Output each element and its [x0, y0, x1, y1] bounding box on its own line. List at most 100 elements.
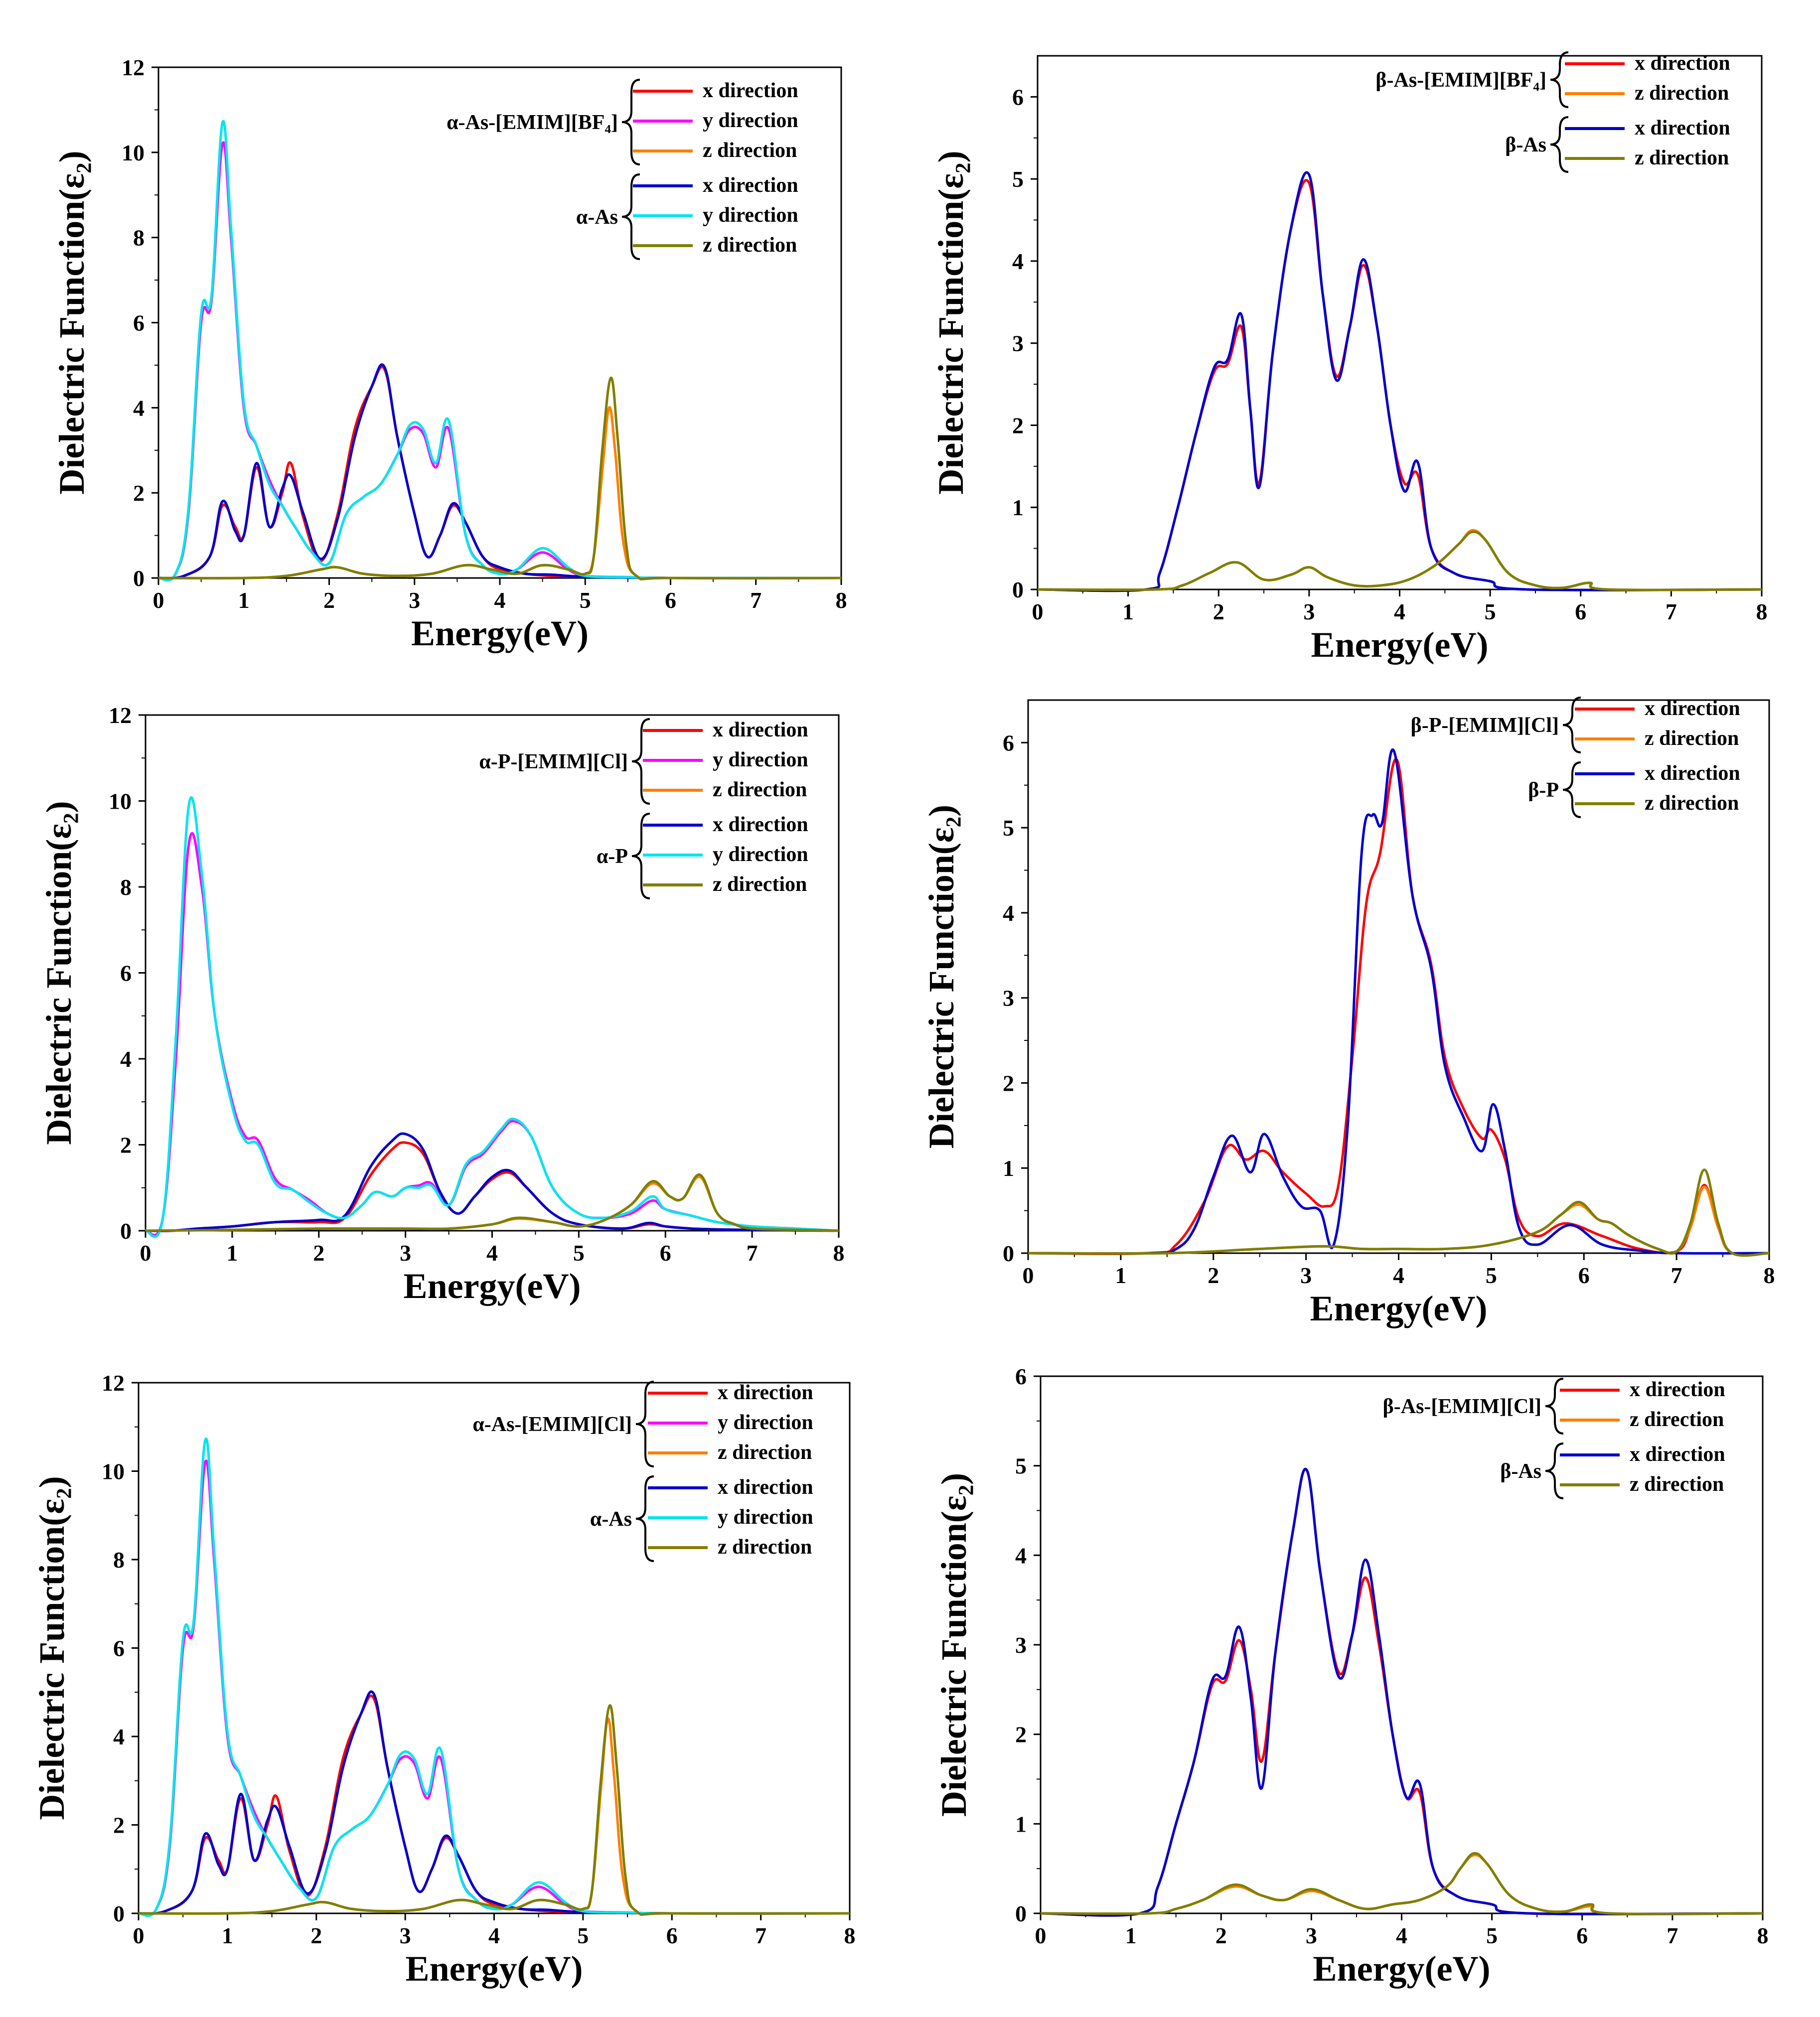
series-line-p-z — [145, 1173, 839, 1232]
x-axis-label: Energy(eV) — [1310, 1289, 1488, 1328]
x-tick-label: 5 — [1486, 1263, 1497, 1288]
legend-entry: x direction — [713, 813, 808, 836]
x-tick-label: 2 — [313, 1240, 324, 1266]
legend-entry: x direction — [1630, 1443, 1725, 1466]
legend-entry: y direction — [713, 748, 808, 771]
legend-brace — [621, 173, 640, 260]
y-axis-label: Dielectric Function(ε₂) — [931, 150, 971, 494]
series-line-pemimcl-x — [145, 1141, 839, 1232]
legend-group-label: β-P — [1528, 779, 1559, 802]
legend-entry: x direction — [718, 1381, 813, 1404]
y-tick-label: 10 — [109, 789, 132, 814]
y-tick-label: 1 — [1015, 1811, 1027, 1837]
legend-group-label: α-P — [597, 845, 628, 868]
legend-brace — [621, 79, 640, 165]
x-tick-label: 1 — [1122, 599, 1134, 624]
x-tick-label: 2 — [310, 1923, 322, 1948]
legend-group-label: β-As — [1500, 1460, 1541, 1483]
y-tick-label: 6 — [1015, 1364, 1027, 1389]
x-tick-label: 8 — [1756, 599, 1768, 624]
y-tick-label: 1 — [1003, 1155, 1014, 1181]
series-line-pemimcl-x — [1028, 758, 1770, 1257]
x-tick-label: 5 — [580, 587, 591, 613]
legend-entry: z direction — [703, 234, 797, 257]
legend-entry: z direction — [1645, 792, 1739, 815]
x-tick-label: 4 — [1393, 1263, 1404, 1288]
legend-entry: x direction — [718, 1476, 813, 1499]
x-tick-label: 3 — [1300, 1263, 1312, 1288]
y-tick-label: 0 — [120, 1218, 132, 1244]
x-tick-label: 3 — [1306, 1923, 1317, 1948]
y-tick-label: 12 — [102, 1370, 125, 1396]
y-tick-label: 4 — [120, 1046, 132, 1072]
y-tick-label: 6 — [113, 1636, 125, 1661]
y-tick-label: 0 — [113, 1901, 125, 1926]
legend-entry: z direction — [1635, 82, 1729, 105]
x-axis-label: Energy(eV) — [411, 613, 589, 653]
x-tick-label: 0 — [1023, 1263, 1034, 1288]
legend-brace — [1550, 51, 1569, 108]
legend-group-label: α-As — [590, 1508, 632, 1531]
y-tick-label: 4 — [113, 1724, 125, 1749]
series-line-as-y — [158, 120, 842, 582]
y-tick-label: 3 — [1015, 1632, 1027, 1658]
x-tick-label: 2 — [1208, 1263, 1219, 1288]
y-tick-label: 2 — [1012, 413, 1024, 438]
x-tick-label: 5 — [573, 1240, 585, 1266]
series-line-as-z — [1037, 530, 1762, 591]
y-tick-label: 4 — [1012, 249, 1024, 274]
x-tick-label: 8 — [1757, 1923, 1769, 1948]
x-tick-label: 4 — [486, 1240, 498, 1266]
legend-brace — [1545, 1442, 1564, 1499]
x-tick-label: 0 — [133, 1923, 145, 1948]
x-tick-label: 1 — [222, 1923, 233, 1948]
series-line-pemimcl-z — [145, 1175, 839, 1232]
x-tick-label: 7 — [1666, 599, 1677, 624]
series-line-as-x — [138, 1690, 850, 1915]
y-tick-label: 0 — [1003, 1241, 1014, 1266]
series-line-asemimcl-z — [1040, 1854, 1763, 1915]
legend-entry: y direction — [718, 1506, 813, 1529]
legend-brace — [635, 1381, 654, 1467]
x-axis-label: Energy(eV) — [404, 1266, 581, 1306]
y-tick-label: 6 — [120, 961, 132, 986]
x-tick-label: 4 — [1394, 599, 1405, 624]
series-line-asemimcl-y — [138, 1459, 850, 1917]
y-tick-label: 0 — [1012, 577, 1024, 602]
series-line-asemimbf-z — [158, 406, 842, 580]
legend-entry: x direction — [703, 174, 798, 197]
y-tick-label: 0 — [133, 566, 145, 591]
legend-group-label: β-As — [1505, 134, 1546, 156]
x-tick-label: 7 — [747, 1240, 758, 1266]
series-line-as-z — [158, 376, 842, 580]
legend-group-label: β-As-[EMIM][Cl] — [1383, 1395, 1541, 1418]
x-tick-label: 7 — [1671, 1263, 1682, 1288]
legend-brace — [1562, 697, 1581, 753]
x-tick-label: 5 — [1485, 599, 1496, 624]
y-tick-label: 4 — [133, 395, 145, 421]
legend-brace — [1545, 1378, 1564, 1435]
x-tick-label: 8 — [836, 587, 847, 613]
legend-entry: x direction — [1645, 762, 1740, 785]
series-line-p-x — [145, 1132, 839, 1232]
y-tick-label: 2 — [1015, 1722, 1027, 1747]
x-tick-label: 8 — [1764, 1263, 1775, 1288]
x-tick-label: 1 — [238, 587, 250, 613]
y-tick-label: 2 — [1003, 1070, 1014, 1096]
y-tick-label: 12 — [109, 703, 132, 728]
x-tick-label: 0 — [1032, 599, 1044, 624]
x-tick-label: 3 — [400, 1923, 411, 1948]
series-line-as-z — [1040, 1852, 1763, 1915]
legend-entry: x direction — [1645, 697, 1740, 720]
x-tick-label: 8 — [844, 1923, 856, 1948]
x-tick-label: 1 — [1125, 1923, 1137, 1948]
x-tick-label: 5 — [1486, 1923, 1498, 1948]
y-axis-label: Dielectric Function(ε₂) — [39, 801, 79, 1145]
y-tick-label: 1 — [1012, 495, 1024, 520]
legend-entry: x direction — [1635, 117, 1730, 140]
x-tick-label: 3 — [409, 587, 420, 613]
series-line-asemimcl-x — [1040, 1467, 1763, 1917]
